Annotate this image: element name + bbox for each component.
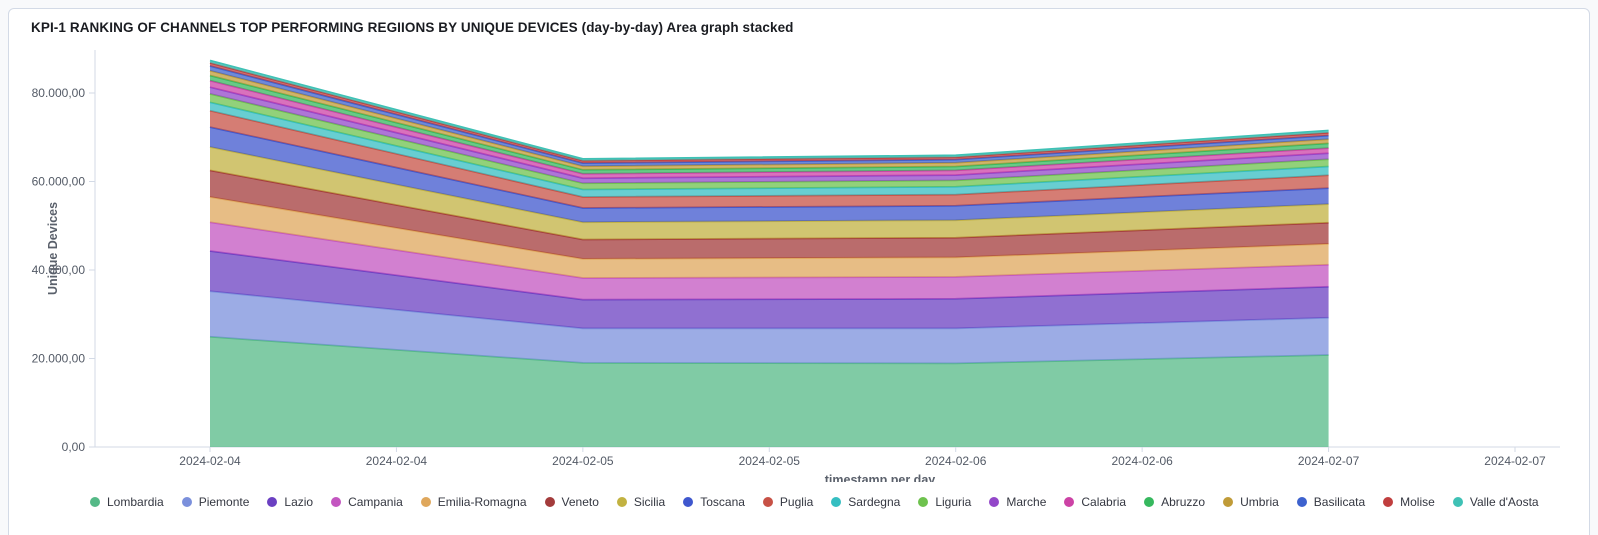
area-veneto[interactable] [210, 170, 1329, 259]
legend-item-label: Abruzzo [1161, 495, 1206, 509]
area-piemonte[interactable] [210, 291, 1329, 364]
x-tick-label: 2024-02-05 [552, 454, 614, 468]
chart-title: KPI-1 RANKING OF CHANNELS TOP PERFORMING… [31, 20, 794, 35]
legend-item-toscana[interactable]: Toscana [683, 495, 745, 509]
legend-item-label: Molise [1400, 495, 1435, 509]
legend-color-dot-icon [762, 497, 773, 507]
legend-item-calabria[interactable]: Calabria [1064, 495, 1126, 509]
y-tick-label: 60.000,00 [32, 175, 86, 189]
legend-item-puglia[interactable]: Puglia [762, 495, 814, 509]
area-umbria[interactable] [210, 70, 1329, 170]
area-basilicata[interactable] [210, 66, 1329, 167]
area-puglia[interactable] [210, 110, 1329, 208]
area-molise[interactable] [210, 62, 1329, 164]
y-tick-label: 20.000,00 [32, 352, 86, 366]
area-calabria[interactable] [210, 80, 1329, 179]
legend-color-dot-icon [1296, 497, 1307, 507]
legend-item-label: Calabria [1081, 495, 1127, 509]
legend-item-abruzzo[interactable]: Abruzzo [1144, 495, 1205, 509]
y-tick-label: 0,00 [62, 440, 86, 454]
legend-color-dot-icon [90, 497, 100, 507]
legend-color-dot-icon [420, 497, 431, 507]
legend-color-dot-icon [831, 497, 842, 507]
legend-item-liguria[interactable]: Liguria [918, 495, 971, 509]
legend-item-veneto[interactable]: Veneto [544, 495, 599, 509]
x-tick-label: 2024-02-04 [179, 454, 241, 468]
legend-color-dot-icon [1383, 497, 1394, 507]
legend-color-dot-icon [267, 497, 278, 507]
legend-item-label: Lombardia [107, 495, 164, 509]
legend-color-dot-icon [989, 497, 1000, 507]
area-line-valle-d-aosta [209, 59, 1329, 160]
area-lazio[interactable] [210, 251, 1329, 329]
legend-item-molise[interactable]: Molise [1383, 495, 1435, 509]
legend-item-lazio[interactable]: Lazio [267, 495, 313, 509]
legend-item-label: Sardegna [848, 495, 901, 509]
legend-color-dot-icon [1064, 497, 1075, 507]
legend-item-campania[interactable]: Campania [331, 495, 403, 509]
legend-color-dot-icon [918, 497, 929, 507]
x-axis-title: timestamp per day [825, 473, 936, 482]
legend-item-piemonte[interactable]: Piemonte [181, 495, 250, 509]
legend-color-dot-icon [181, 497, 192, 507]
legend-item-label: Veneto [561, 495, 599, 509]
legend-color-dot-icon [616, 497, 627, 507]
area-valle-d-aosta[interactable] [210, 60, 1329, 161]
legend-item-label: Valle d'Aosta [1469, 495, 1539, 509]
area-toscana[interactable] [210, 127, 1329, 223]
legend-item-label: Marche [1006, 495, 1047, 509]
area-liguria[interactable] [210, 93, 1329, 190]
legend-item-valle-d-aosta[interactable]: Valle d'Aosta [1452, 495, 1539, 509]
x-tick-label: 2024-02-07 [1484, 454, 1546, 468]
y-tick-label: 80.000,00 [32, 86, 86, 100]
legend-item-label: Toscana [700, 495, 745, 509]
legend-item-sicilia[interactable]: Sicilia [616, 495, 666, 509]
legend-color-dot-icon [331, 497, 342, 507]
legend-item-label: Umbria [1240, 495, 1279, 509]
legend-item-basilicata[interactable]: Basilicata [1296, 495, 1366, 509]
area-marche[interactable] [210, 87, 1329, 184]
legend-item-emilia-romagna[interactable]: Emilia-Romagna [420, 495, 527, 509]
legend-item-label: Sicilia [633, 495, 666, 509]
area-lombardia[interactable] [210, 336, 1329, 447]
legend-item-label: Piemonte [198, 495, 250, 509]
legend-color-dot-icon [683, 497, 694, 507]
legend-item-label: Liguria [935, 495, 972, 509]
area-abruzzo[interactable] [210, 75, 1329, 174]
x-tick-label: 2024-02-07 [1298, 454, 1360, 468]
area-campania[interactable] [210, 222, 1329, 300]
legend-item-label: Puglia [779, 495, 814, 509]
legend-item-label: Lazio [284, 495, 314, 509]
chart-legend: Lombardia Piemonte Lazio Campania Emilia… [90, 489, 1588, 515]
legend-color-dot-icon [544, 497, 555, 507]
legend-item-sardegna[interactable]: Sardegna [831, 495, 900, 509]
area-emilia-romagna[interactable] [210, 197, 1329, 278]
area-sardegna[interactable] [210, 102, 1329, 197]
x-tick-label: 2024-02-06 [1111, 454, 1173, 468]
x-tick-label: 2024-02-04 [366, 454, 428, 468]
legend-item-label: Emilia-Romagna [437, 495, 527, 509]
legend-item-umbria[interactable]: Umbria [1223, 495, 1279, 509]
y-axis-title: Unique Devices [46, 202, 60, 295]
x-tick-label: 2024-02-05 [739, 454, 801, 468]
legend-color-dot-icon [1452, 497, 1463, 507]
legend-color-dot-icon [1144, 497, 1155, 507]
legend-item-lombardia[interactable]: Lombardia [90, 495, 164, 509]
legend-item-label: Campania [348, 495, 403, 509]
x-tick-label: 2024-02-06 [925, 454, 987, 468]
stacked-area-chart[interactable]: 0,00 20.000,00 40.000,00 60.000,00 80.000,00… [0, 0, 1598, 482]
legend-item-label: Basilicata [1313, 495, 1366, 509]
legend-color-dot-icon [1223, 497, 1234, 507]
legend-item-marche[interactable]: Marche [989, 495, 1046, 509]
y-tick-label: 40.000,00 [32, 263, 86, 277]
